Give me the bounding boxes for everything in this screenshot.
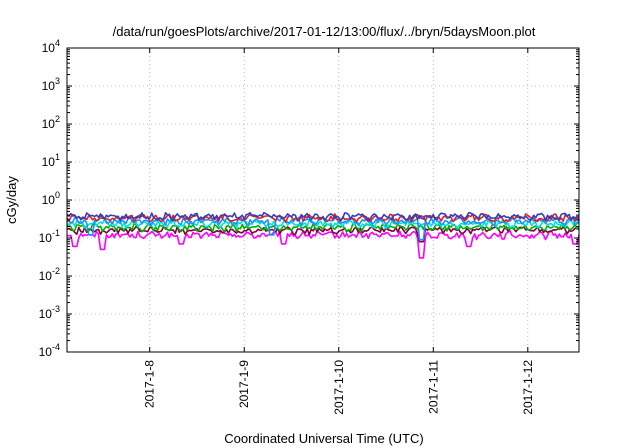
x-tick-label: 2017-1-11	[426, 360, 440, 414]
x-tick-label: 2017-1-8	[143, 360, 157, 408]
y-axis: 10-4 10-3 10-2 10-1 100 101 102 103 104	[39, 38, 579, 359]
series-line	[66, 213, 580, 224]
y-tick-label: 10-4	[39, 342, 60, 359]
x-tick-label: 2017-1-12	[521, 360, 535, 415]
y-tick-label: 100	[42, 190, 60, 207]
x-axis-label: Coordinated Universal Time (UTC)	[224, 431, 423, 446]
y-tick-label: 104	[42, 38, 60, 55]
chart-title: /data/run/goesPlots/archive/2017-01-12/1…	[113, 24, 536, 39]
x-axis: 2017-1-8 2017-1-9 2017-1-10 2017-1-11 2017-1…	[143, 48, 535, 415]
y-tick-label: 10-1	[39, 228, 60, 245]
series-line	[66, 230, 580, 259]
x-tick-label: 2017-1-9	[237, 360, 251, 408]
y-tick-label: 101	[42, 152, 60, 169]
x-tick-label: 2017-1-10	[332, 360, 346, 415]
y-tick-label: 10-2	[39, 266, 60, 283]
series-group	[66, 211, 580, 259]
grid	[67, 48, 579, 352]
y-axis-label: cGy/day	[4, 176, 19, 224]
y-tick-label: 103	[42, 76, 60, 93]
y-tick-label: 102	[42, 114, 60, 131]
series-line	[66, 211, 580, 222]
y-tick-label: 10-3	[39, 304, 60, 321]
